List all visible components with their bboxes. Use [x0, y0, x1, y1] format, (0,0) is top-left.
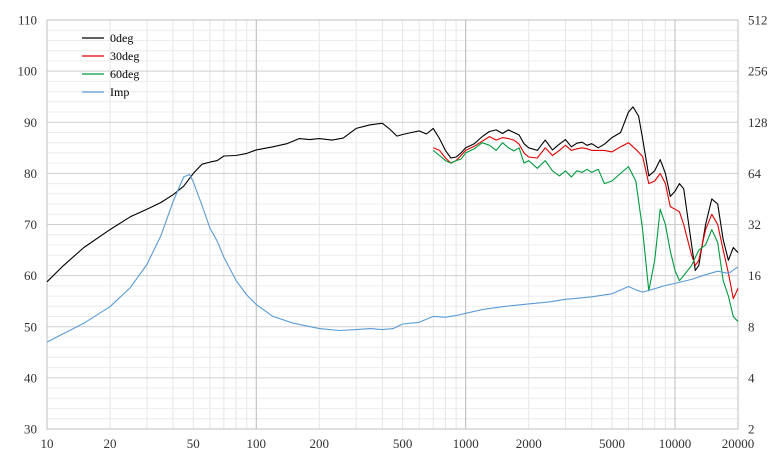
series-line-imp	[46, 173, 739, 343]
y-axis-tick-labels: 30 40 50 60 70 80 90 100 110	[18, 13, 38, 437]
y2-tick-label: 4	[748, 370, 755, 385]
y-tick-label: 80	[24, 166, 37, 181]
x-tick-label: 50	[187, 436, 200, 451]
grid-major	[47, 20, 738, 429]
legend-label-0deg: 0deg	[110, 31, 133, 45]
y2-tick-label: 256	[748, 64, 768, 79]
y2-tick-label: 8	[748, 319, 755, 334]
x-tick-label: 100	[247, 436, 267, 451]
x-tick-label: 1000	[453, 436, 479, 451]
y-tick-label: 50	[24, 319, 37, 334]
y-tick-label: 110	[18, 13, 37, 28]
x-tick-label: 500	[393, 436, 413, 451]
x-tick-label: 20000	[722, 436, 755, 451]
x-tick-label: 20	[104, 436, 117, 451]
x-tick-label: 10000	[659, 436, 692, 451]
x-tick-label: 10	[41, 436, 54, 451]
series-layer	[46, 106, 739, 343]
y2-tick-label: 2	[748, 422, 755, 437]
legend-label-30deg: 30deg	[110, 49, 139, 63]
y-tick-label: 30	[24, 422, 37, 437]
legend-label-imp: Imp	[110, 85, 129, 99]
legend: 0deg 30deg 60deg Imp	[82, 31, 139, 99]
x-tick-label: 2000	[516, 436, 542, 451]
y-tick-label: 60	[24, 268, 37, 283]
y2-tick-label: 64	[748, 166, 762, 181]
y-tick-label: 70	[24, 217, 37, 232]
x-axis-tick-labels: 10 20 50 100 200 500 1000 2000 5000 10000 20000	[41, 436, 755, 451]
y2-axis-tick-labels: 2 4 8 16 32 64 128 256 512	[748, 13, 768, 437]
series-line-0deg	[46, 106, 739, 283]
x-tick-label: 5000	[599, 436, 625, 451]
y-tick-label: 100	[18, 64, 38, 79]
y2-tick-label: 512	[748, 13, 768, 28]
plot-area-border	[46, 19, 739, 430]
y2-tick-label: 16	[748, 268, 762, 283]
legend-label-60deg: 60deg	[110, 67, 139, 81]
y-tick-label: 40	[24, 370, 37, 385]
x-tick-label: 200	[310, 436, 330, 451]
series-line-60deg	[432, 142, 739, 322]
y-tick-label: 90	[24, 115, 37, 130]
y2-tick-label: 128	[748, 115, 768, 130]
y2-tick-label: 32	[748, 217, 761, 232]
